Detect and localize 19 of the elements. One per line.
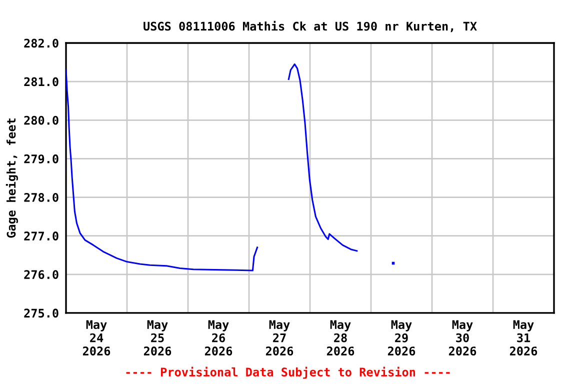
x-tick-label: May 26 2026 [204,320,232,356]
x-tick-label: May 30 2026 [448,320,476,356]
y-tick-label: 281.0 [24,77,58,86]
y-tick-label: 278.0 [24,192,58,202]
text: ---- Provisional Data Subject to Revision ---- [126,366,450,379]
y-tick-label: 275.0 [24,308,58,318]
x-tick-label: May 27 2026 [266,320,294,356]
y-tick-label: 279.0 [24,154,58,164]
y-tick-label: 280.0 [24,116,58,125]
x-tick-label: May 25 2026 [144,320,172,356]
x-tick-label: May 29 2026 [388,320,416,356]
y-axis-title: Gage height, feet [6,118,18,238]
x-tick-label: May 31 2026 [510,320,538,356]
y-tick-label: 276.0 [24,270,58,280]
chart-title: USGS 08111006 Mathis Ck at US 190 nr Kurten, TX [144,20,477,32]
y-tick-label: 277.0 [24,232,58,240]
x-tick-label: May 24 2026 [82,320,110,356]
x-tick-label: May 28 2026 [326,320,354,356]
y-tick-label: 282.0 [24,38,58,48]
